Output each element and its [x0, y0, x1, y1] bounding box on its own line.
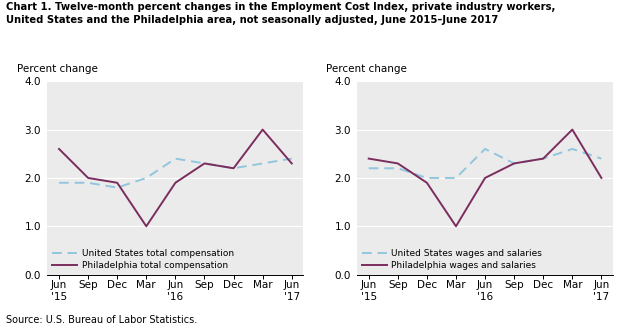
Text: Chart 1. Twelve-month percent changes in the Employment Cost Index, private indu: Chart 1. Twelve-month percent changes in…: [6, 2, 556, 12]
Text: Percent change: Percent change: [326, 63, 407, 73]
Legend: United States total compensation, Philadelphia total compensation: United States total compensation, Philad…: [52, 249, 234, 270]
Text: Source: U.S. Bureau of Labor Statistics.: Source: U.S. Bureau of Labor Statistics.: [6, 315, 198, 325]
Text: Percent change: Percent change: [16, 63, 97, 73]
Legend: United States wages and salaries, Philadelphia wages and salaries: United States wages and salaries, Philad…: [362, 249, 542, 270]
Text: United States and the Philadelphia area, not seasonally adjusted, June 2015–June: United States and the Philadelphia area,…: [6, 15, 499, 25]
